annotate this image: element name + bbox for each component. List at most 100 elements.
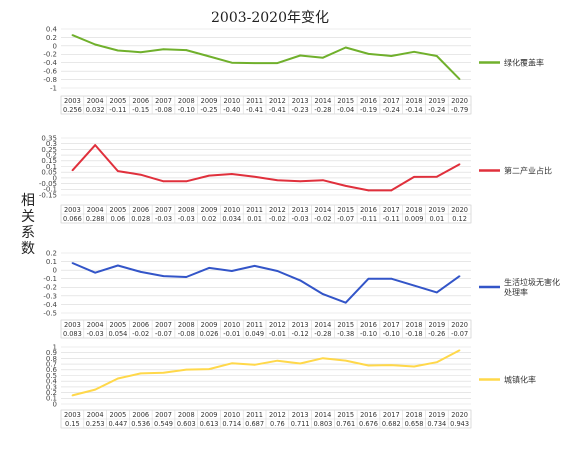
table-value: 0.066 [63, 215, 82, 223]
data-point [390, 55, 393, 57]
y-tick-label: -0.1 [43, 275, 57, 283]
data-point [344, 301, 347, 304]
x-tick-label: 2012 [269, 97, 286, 105]
data-point [413, 50, 415, 53]
table-value: 0.034 [222, 215, 241, 223]
series-line [72, 349, 461, 397]
x-tick-label: 2013 [292, 206, 309, 214]
data-point [208, 55, 210, 58]
table-value: 0.603 [177, 420, 196, 428]
x-tick-label: 2004 [87, 97, 104, 105]
table-value: -0.07 [451, 330, 468, 338]
series-line [72, 262, 461, 304]
table-value: -0.03 [87, 330, 104, 338]
data-point [344, 46, 347, 49]
x-tick-label: 2020 [451, 206, 468, 214]
table-value: 0.026 [200, 330, 219, 338]
data-point [367, 189, 370, 192]
table-value: 0.06 [111, 215, 126, 223]
y-tick-label: 0.05 [41, 169, 57, 177]
data-point [231, 362, 233, 365]
x-tick-label: 2006 [132, 411, 149, 419]
table-value: 0.009 [405, 215, 424, 223]
legend-label: 绿化覆盖率 [504, 58, 544, 68]
table-value: -0.03 [292, 215, 309, 223]
x-tick-label: 2018 [406, 97, 423, 105]
y-tick-label: 0.7 [46, 361, 57, 369]
x-tick-label: 2009 [201, 206, 218, 214]
table-value: 0.711 [291, 420, 310, 428]
table-value: -0.02 [314, 215, 331, 223]
x-tick-label: 2017 [383, 206, 400, 214]
data-point [94, 43, 96, 46]
y-tick-label: 0.35 [41, 134, 57, 142]
x-tick-label: 2016 [360, 206, 377, 214]
y-tick-label: 0.25 [41, 146, 57, 154]
table-value: -0.08 [155, 106, 172, 114]
data-point [436, 361, 438, 363]
data-point [139, 51, 142, 53]
data-point [162, 48, 165, 51]
table-value: 0.682 [382, 420, 401, 428]
data-point [117, 170, 119, 172]
table-value: -0.25 [201, 106, 218, 114]
data-point [185, 368, 188, 371]
data-point [185, 49, 188, 51]
table-value: -0.28 [314, 106, 331, 114]
x-tick-label: 2017 [383, 321, 400, 329]
x-tick-label: 2014 [315, 411, 332, 419]
table-value: 0.734 [427, 420, 446, 428]
x-tick-label: 2009 [201, 97, 218, 105]
table-value: 0.01 [429, 215, 444, 223]
data-point [458, 349, 461, 352]
x-tick-label: 2018 [406, 411, 423, 419]
x-tick-label: 2011 [246, 411, 263, 419]
table-value: 0.613 [200, 420, 219, 428]
data-point [185, 180, 188, 183]
table-value: -0.24 [428, 106, 445, 114]
table-value: 0.15 [65, 420, 80, 428]
data-point [253, 62, 256, 64]
table-value: -0.24 [383, 106, 400, 114]
data-point [162, 371, 165, 374]
y-tick-label: -0.6 [43, 68, 57, 76]
table-value: -0.01 [223, 330, 240, 338]
data-point [299, 362, 301, 365]
data-point [162, 275, 165, 277]
x-tick-label: 2009 [201, 411, 218, 419]
x-tick-label: 2008 [178, 321, 195, 329]
x-tick-label: 2007 [155, 411, 172, 419]
table-value: -0.01 [269, 330, 286, 338]
table-value: -0.12 [292, 330, 309, 338]
x-tick-label: 2016 [360, 97, 377, 105]
y-tick-label: 0.2 [46, 249, 57, 257]
table-value: 0.549 [154, 420, 173, 428]
data-point [390, 277, 393, 280]
x-tick-label: 2016 [360, 321, 377, 329]
data-point [117, 377, 119, 380]
x-tick-label: 2009 [201, 321, 218, 329]
table-value: 0.676 [359, 420, 378, 428]
y-tick-label: -0.4 [43, 301, 57, 309]
data-point [299, 54, 301, 57]
table-value: 0.02 [202, 215, 217, 223]
x-tick-label: 2019 [428, 321, 445, 329]
table-value: 0.256 [63, 106, 82, 114]
table-value: -0.41 [269, 106, 286, 114]
y-tick-label: 0.3 [46, 383, 57, 391]
y-tick-label: 0.1 [46, 395, 57, 403]
x-tick-label: 2011 [246, 97, 263, 105]
series-line [71, 144, 461, 192]
table-value: 0.536 [131, 420, 150, 428]
table-value: -0.18 [406, 330, 423, 338]
data-point [458, 163, 461, 166]
x-tick-label: 2012 [269, 411, 286, 419]
data-point [208, 368, 210, 370]
table-value: -0.11 [360, 215, 377, 223]
y-tick-label: 0 [53, 400, 57, 408]
data-point [367, 277, 370, 280]
x-tick-label: 2005 [110, 321, 127, 329]
